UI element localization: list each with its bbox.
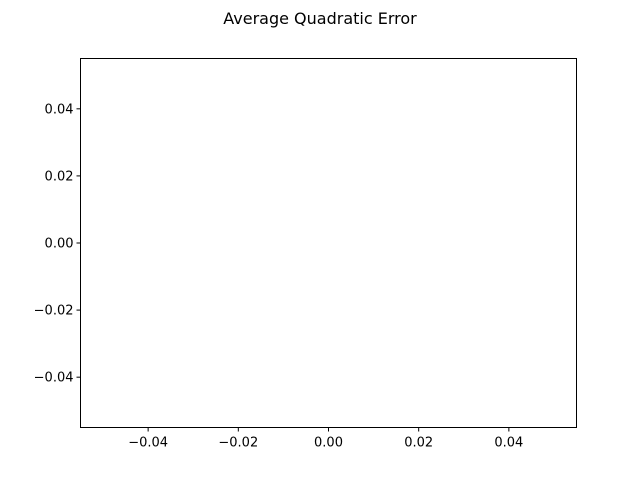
x-tick-label: 0.00 [314,436,343,451]
y-tick-label: 0.00 [45,237,74,252]
y-tick-label: 0.04 [45,102,74,117]
y-tick-label: −0.04 [34,371,74,386]
y-tick-label: 0.02 [45,169,74,184]
x-axis: −0.04 −0.02 0.00 0.02 0.04 [128,427,523,451]
y-axis: −0.04 −0.02 0.00 0.02 0.04 [34,102,81,386]
y-tick-label: −0.02 [34,304,74,319]
x-tick-label: −0.04 [128,436,168,451]
x-tick-label: 0.04 [494,436,523,451]
x-tick-label: −0.02 [218,436,258,451]
chart-title: Average Quadratic Error [223,9,417,28]
plot-area [80,58,577,428]
x-tick-label: 0.02 [404,436,433,451]
